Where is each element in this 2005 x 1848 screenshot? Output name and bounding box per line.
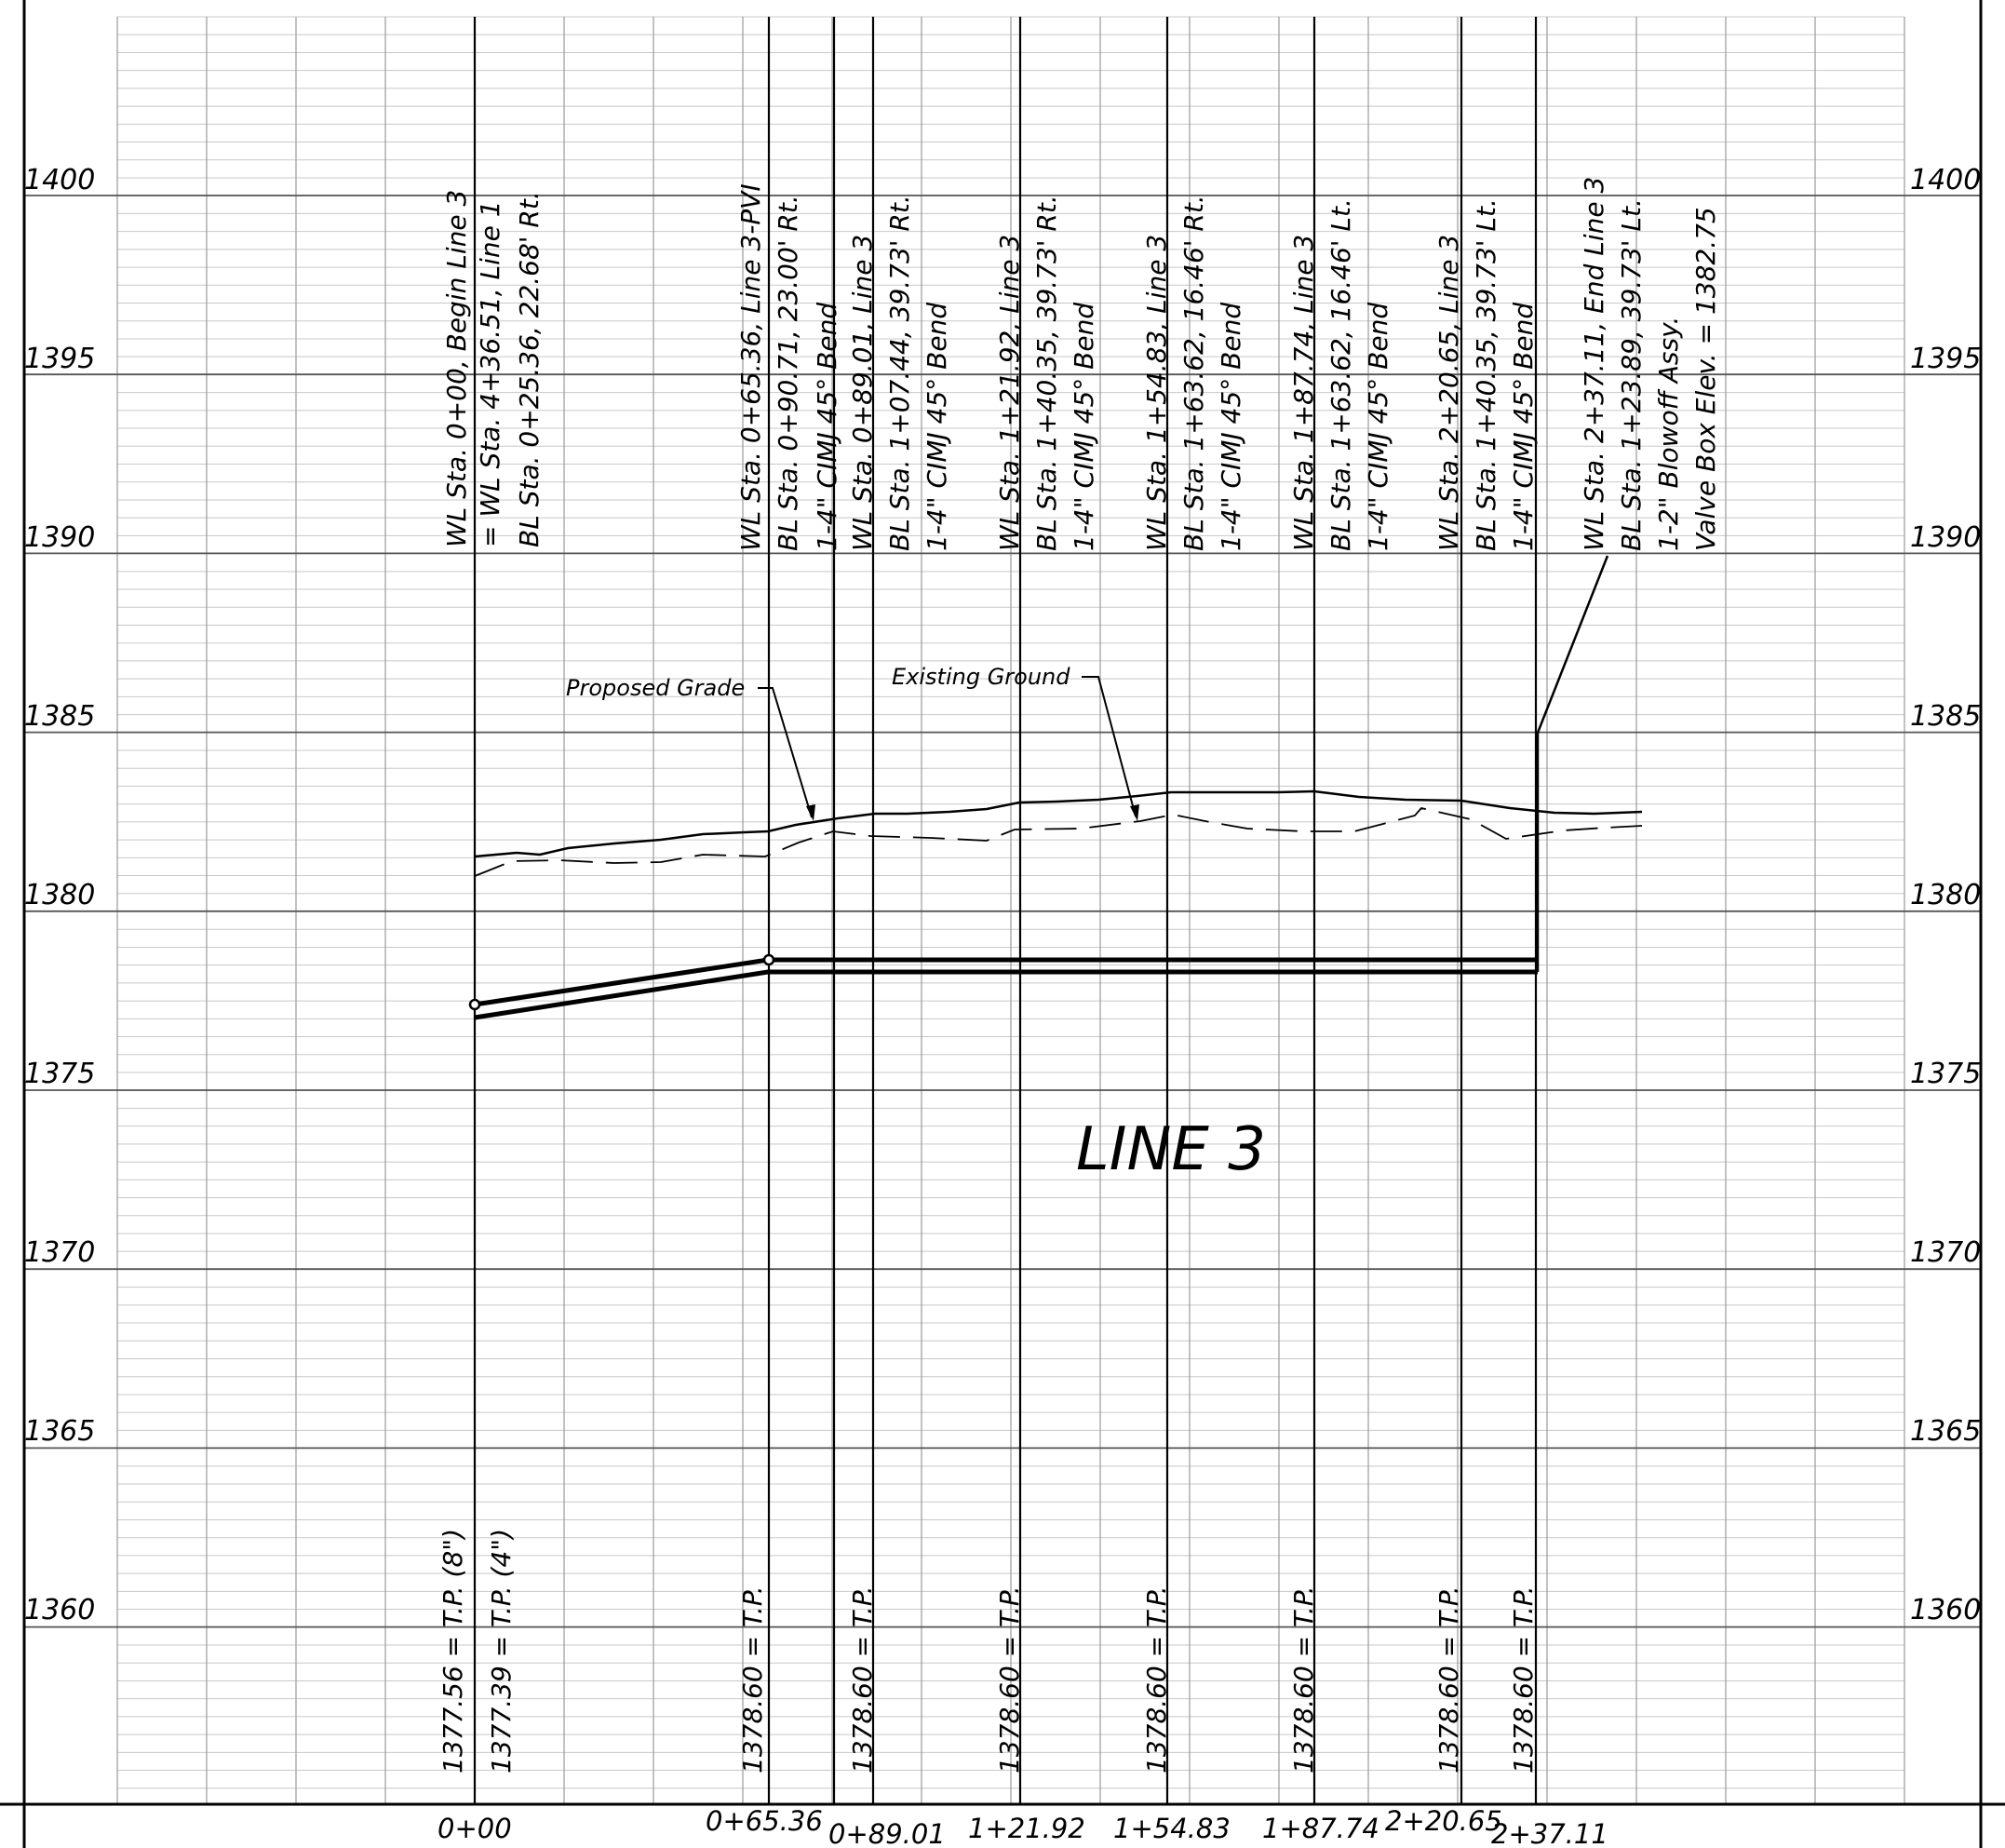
elevation-label: 1375: [24, 1058, 95, 1090]
station-label: 0+65.36: [706, 1805, 823, 1837]
tp-label: 1378.60 = T.P.: [1288, 1585, 1319, 1774]
pipe-bottom-line: [474, 969, 1538, 1020]
station-note: = WL Sta. 4+36.51, Line 1: [475, 200, 505, 547]
tp-labels: 1377.56 = T.P. (8") 1377.39 = T.P. (4") …: [437, 1529, 1539, 1774]
station-note: 1-4" CIMJ 45° Bend: [1508, 303, 1539, 551]
station-note: 1-4" CIMJ 45° Bend: [922, 303, 952, 551]
station-note: Valve Box Elev. = 1382.75: [1690, 207, 1721, 551]
station-note: WL Sta. 2+20.65, Line 3: [1433, 235, 1464, 551]
tp-label: 1378.60 = T.P.: [1141, 1585, 1172, 1774]
station-note: WL Sta. 0+65.36, Line 3-PVI: [735, 183, 766, 551]
proposed-grade-line: [474, 789, 1643, 858]
elevation-label: 1360: [24, 1594, 95, 1626]
station-note: BL Sta. 1+40.35, 39.73' Lt.: [1471, 198, 1501, 551]
elevation-label: 1385: [24, 700, 95, 733]
existing-ground-arrowhead: [1130, 804, 1139, 821]
station-note: 1-4" CIMJ 45° Bend: [1363, 303, 1393, 551]
station-label: 0+00: [437, 1813, 512, 1844]
tp-label: 1378.60 = T.P.: [1508, 1585, 1539, 1774]
proposed-grade-arrowhead: [806, 804, 815, 821]
elevation-label: 1400: [24, 164, 95, 196]
station-note: 1-2" Blowoff Assy.: [1653, 317, 1684, 551]
proposed-grade-leader: [758, 687, 813, 818]
elevation-label: 1370: [1910, 1236, 1981, 1269]
elevation-label: 1370: [24, 1236, 95, 1269]
elevation-label: 1400: [1910, 164, 1981, 196]
elevation-label: 1395: [1910, 343, 1981, 375]
elevation-label: 1390: [24, 521, 95, 554]
station-note: 1-4" CIMJ 45° Bend: [812, 303, 842, 551]
station-note: WL Sta. 1+21.92, Line 3: [994, 235, 1025, 551]
elevation-labels-left: 1400 1395 1390 1385 1380 1375 1370 1365 …: [24, 164, 95, 1626]
tp-label: 1377.56 = T.P. (8"): [437, 1529, 468, 1774]
station-label: 0+89.01: [828, 1818, 946, 1848]
station-lines: [473, 17, 1538, 1804]
proposed-grade-callout: Proposed Grade: [566, 675, 745, 701]
elevation-labels-right: 1400 1395 1390 1385 1380 1375 1370 1365 …: [1910, 164, 1981, 1626]
station-note: BL Sta. 0+25.36, 22.68' Rt.: [514, 191, 545, 547]
station-notes: WL Sta. 0+00, Begin Line 3 = WL Sta. 4+3…: [441, 177, 1721, 551]
station-labels: 0+00 0+65.36 0+89.01 1+21.92 1+54.83 1+8…: [437, 1805, 1608, 1848]
station-note: 1-4" CIMJ 45° Bend: [1216, 303, 1246, 551]
tp-label: 1378.60 = T.P.: [737, 1585, 768, 1774]
station-note: WL Sta. 1+54.83, Line 3: [1141, 235, 1172, 551]
existing-ground-line: [474, 807, 1643, 877]
pipe-begin-node: [468, 998, 481, 1011]
station-note: BL Sta. 0+90.71, 23.00' Rt.: [773, 195, 803, 551]
station-note: BL Sta. 1+07.44, 39.73' Rt.: [884, 195, 915, 551]
station-note: WL Sta. 2+37.11, End Line 3: [1579, 177, 1609, 551]
elevation-label: 1365: [1910, 1415, 1981, 1448]
existing-ground-callout: Existing Ground: [892, 664, 1070, 690]
station-note: WL Sta. 0+00, Begin Line 3: [441, 190, 472, 547]
station-note: BL Sta. 1+40.35, 39.73' Rt.: [1031, 195, 1062, 551]
end-leader-line: [1536, 555, 1609, 972]
elevation-label: 1390: [1910, 521, 1981, 554]
major-grid: [24, 195, 1981, 1628]
elevation-label: 1360: [1910, 1594, 1981, 1626]
existing-ground-leader: [1082, 676, 1137, 817]
station-label: 1+54.83: [1113, 1813, 1231, 1844]
elevation-label: 1395: [24, 343, 95, 375]
pipe-pvi-node: [762, 953, 775, 966]
station-note: BL Sta. 1+23.89, 39.73' Lt.: [1616, 198, 1647, 551]
tp-label: 1378.60 = T.P.: [847, 1585, 878, 1774]
drawing-title: LINE 3: [1076, 1115, 1266, 1184]
elevation-label: 1380: [24, 879, 95, 911]
elevation-label: 1365: [24, 1415, 95, 1448]
station-note: WL Sta. 1+87.74, Line 3: [1288, 235, 1319, 551]
elevation-label: 1385: [1910, 700, 1981, 733]
elevation-label: 1380: [1910, 879, 1981, 911]
station-note: BL Sta. 1+63.62, 16.46' Lt.: [1325, 198, 1356, 551]
profile-lines: [468, 555, 1643, 1020]
station-note: BL Sta. 1+63.62, 16.46' Rt.: [1178, 195, 1209, 551]
station-label: 1+21.92: [968, 1813, 1085, 1844]
station-label: 2+20.65: [1385, 1805, 1502, 1837]
elevation-label: 1375: [1910, 1058, 1981, 1090]
tp-label: 1378.60 = T.P.: [994, 1585, 1025, 1774]
station-label: 2+37.11: [1491, 1818, 1608, 1848]
station-label: 1+87.74: [1262, 1813, 1379, 1844]
tp-label: 1378.60 = T.P.: [1433, 1585, 1464, 1774]
station-note: WL Sta. 0+89.01, Line 3: [847, 235, 878, 551]
station-note: 1-4" CIMJ 45° Bend: [1069, 303, 1099, 551]
tp-label: 1377.39 = T.P. (4"): [486, 1529, 517, 1774]
